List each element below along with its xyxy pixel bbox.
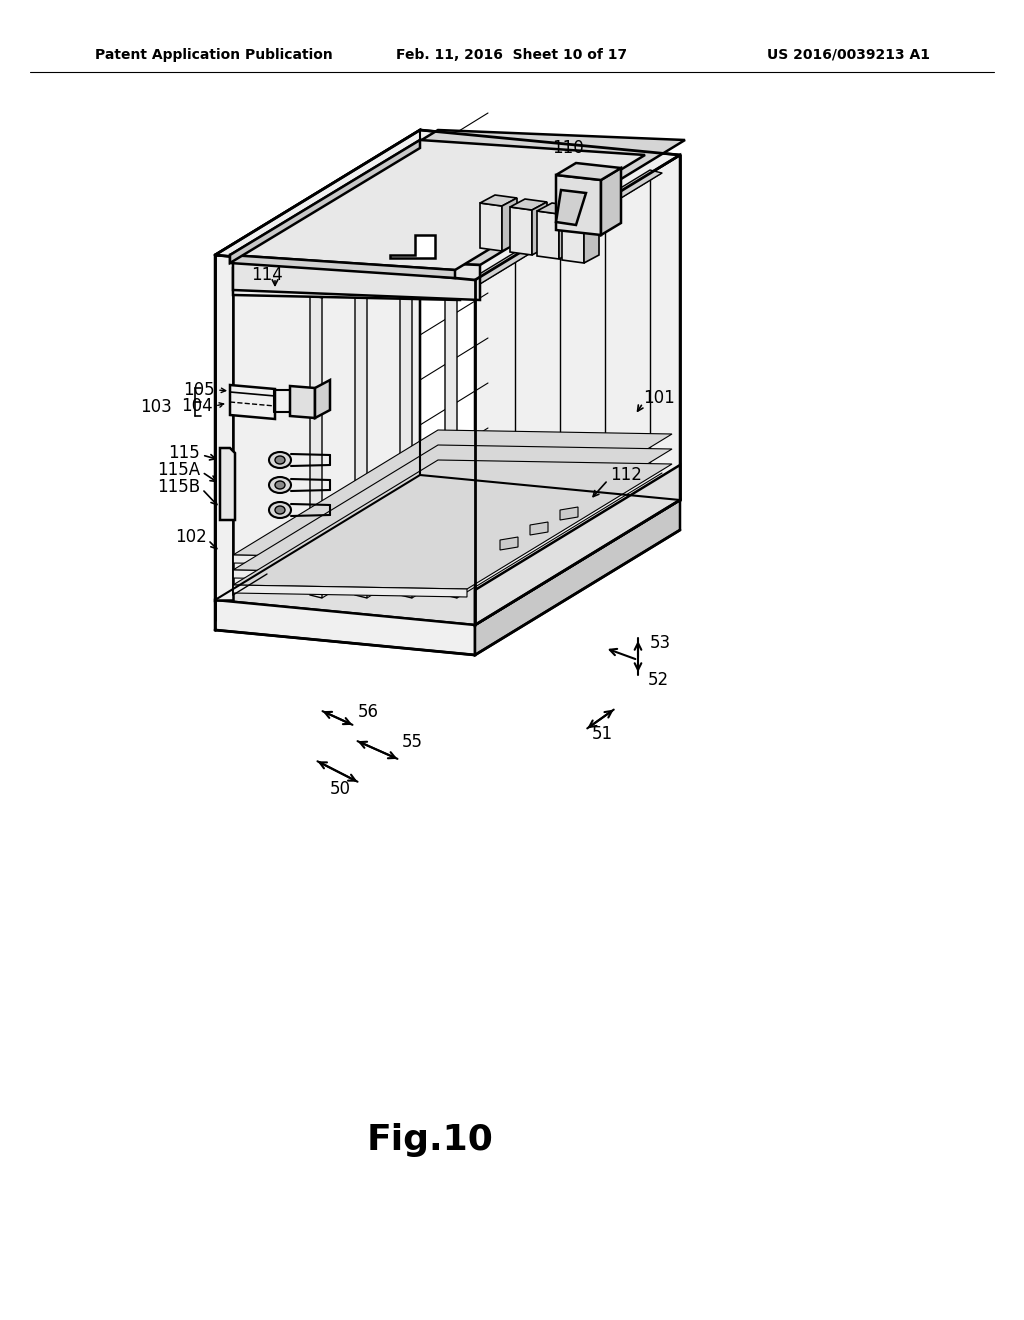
Text: 115B: 115B	[157, 478, 200, 496]
Polygon shape	[480, 195, 517, 206]
Ellipse shape	[275, 506, 285, 513]
Ellipse shape	[275, 480, 285, 488]
Polygon shape	[510, 199, 547, 210]
Ellipse shape	[269, 451, 291, 469]
Polygon shape	[400, 294, 412, 598]
Ellipse shape	[269, 477, 291, 492]
Polygon shape	[502, 198, 517, 251]
Polygon shape	[233, 459, 672, 589]
Ellipse shape	[275, 455, 285, 465]
Polygon shape	[233, 570, 467, 582]
Polygon shape	[215, 475, 680, 624]
Text: 101: 101	[643, 389, 675, 407]
Polygon shape	[500, 537, 518, 550]
Polygon shape	[230, 255, 455, 279]
Text: Feb. 11, 2016  Sheet 10 of 17: Feb. 11, 2016 Sheet 10 of 17	[396, 48, 628, 62]
Text: US 2016/0039213 A1: US 2016/0039213 A1	[767, 48, 930, 62]
Text: 115A: 115A	[157, 461, 200, 479]
Polygon shape	[355, 170, 572, 298]
Polygon shape	[233, 445, 672, 574]
Text: 110: 110	[552, 139, 584, 157]
Polygon shape	[355, 294, 367, 598]
Polygon shape	[233, 143, 665, 276]
Text: 55: 55	[402, 733, 423, 751]
Polygon shape	[559, 206, 574, 259]
Polygon shape	[562, 215, 584, 263]
Polygon shape	[310, 170, 527, 298]
Polygon shape	[537, 211, 559, 259]
Polygon shape	[290, 385, 315, 418]
Polygon shape	[310, 294, 322, 598]
Polygon shape	[475, 154, 680, 624]
Polygon shape	[230, 385, 275, 418]
Polygon shape	[315, 380, 330, 418]
Text: 104: 104	[181, 397, 213, 414]
Polygon shape	[537, 203, 574, 214]
Polygon shape	[556, 176, 601, 235]
Polygon shape	[390, 235, 435, 257]
Text: 56: 56	[358, 704, 379, 721]
Polygon shape	[215, 129, 680, 280]
Polygon shape	[215, 255, 233, 601]
Text: 51: 51	[592, 725, 613, 743]
Polygon shape	[562, 207, 599, 218]
Polygon shape	[560, 507, 578, 520]
Polygon shape	[445, 170, 662, 298]
Polygon shape	[233, 268, 460, 300]
Text: 53: 53	[650, 634, 671, 652]
Polygon shape	[532, 202, 547, 255]
Polygon shape	[480, 203, 502, 251]
Polygon shape	[233, 255, 480, 300]
Text: 115: 115	[168, 444, 200, 462]
Text: 114: 114	[251, 267, 283, 284]
Polygon shape	[556, 190, 586, 224]
Text: 52: 52	[648, 671, 669, 689]
Polygon shape	[475, 465, 680, 624]
Polygon shape	[220, 447, 234, 520]
Polygon shape	[233, 129, 685, 265]
Polygon shape	[233, 554, 467, 568]
Polygon shape	[215, 129, 420, 601]
Polygon shape	[601, 168, 621, 235]
Ellipse shape	[269, 502, 291, 517]
Text: 50: 50	[330, 780, 350, 799]
Polygon shape	[445, 294, 457, 598]
Text: 103: 103	[140, 399, 172, 416]
Text: Patent Application Publication: Patent Application Publication	[95, 48, 333, 62]
Text: 105: 105	[183, 381, 215, 399]
Text: Fig.10: Fig.10	[367, 1123, 494, 1158]
Polygon shape	[510, 207, 532, 255]
Polygon shape	[400, 170, 617, 298]
Polygon shape	[584, 210, 599, 263]
Text: 102: 102	[175, 528, 207, 546]
Polygon shape	[230, 140, 420, 263]
Polygon shape	[233, 585, 467, 597]
Text: 112: 112	[610, 466, 642, 484]
Polygon shape	[233, 430, 672, 558]
Polygon shape	[215, 601, 475, 655]
Polygon shape	[230, 140, 645, 271]
Polygon shape	[475, 500, 680, 655]
Polygon shape	[530, 521, 548, 535]
Polygon shape	[556, 162, 621, 180]
